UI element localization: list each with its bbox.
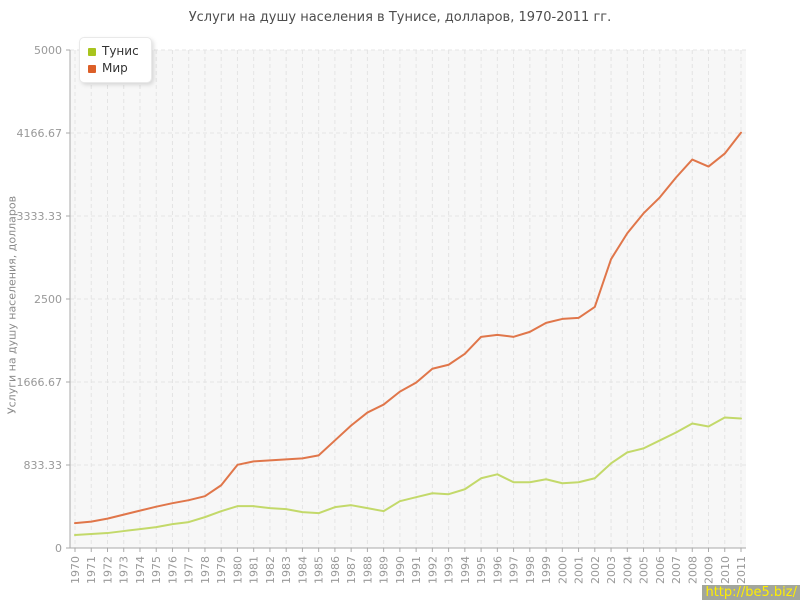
svg-text:1990: 1990	[394, 556, 407, 584]
svg-text:1998: 1998	[524, 556, 537, 584]
svg-text:1994: 1994	[459, 556, 472, 584]
y-axis-tick-labels: 0 833.33 1666.67 2500 3333.33 4166.67 5000	[17, 44, 63, 555]
svg-text:1991: 1991	[410, 556, 423, 584]
svg-text:2000: 2000	[556, 556, 569, 584]
svg-text:1987: 1987	[345, 556, 358, 584]
page-title: Услуги на душу населения в Тунисе, долла…	[188, 10, 612, 25]
svg-text:2003: 2003	[605, 556, 618, 584]
svg-text:1993: 1993	[443, 556, 456, 584]
svg-text:0: 0	[55, 542, 62, 555]
svg-text:2002: 2002	[589, 556, 602, 584]
svg-text:833.33: 833.33	[24, 459, 63, 472]
svg-text:1989: 1989	[378, 556, 391, 584]
svg-text:2010: 2010	[719, 556, 732, 584]
legend-label-tunisia: Тунис	[102, 44, 139, 58]
svg-text:2011: 2011	[735, 556, 748, 584]
svg-text:1999: 1999	[540, 556, 553, 584]
axes	[66, 49, 746, 552]
svg-text:2001: 2001	[573, 556, 586, 584]
svg-text:1984: 1984	[296, 556, 309, 584]
svg-text:1979: 1979	[215, 556, 228, 584]
svg-text:1976: 1976	[166, 556, 179, 584]
svg-text:1986: 1986	[329, 556, 342, 584]
x-axis-tick-labels: 1970 1971 1972 1973 1974 1975 1976 1977 1978 1979…	[69, 556, 748, 584]
svg-text:1971: 1971	[85, 556, 98, 584]
svg-text:2500: 2500	[34, 293, 62, 306]
svg-text:1970: 1970	[69, 556, 82, 584]
world-series-swatch-icon	[88, 64, 96, 73]
svg-text:1666.67: 1666.67	[17, 376, 63, 389]
svg-text:1980: 1980	[231, 556, 244, 584]
svg-text:1983: 1983	[280, 556, 293, 584]
gridlines	[70, 49, 746, 548]
legend-item-world[interactable]: Мир	[88, 60, 139, 77]
svg-text:1972: 1972	[101, 556, 114, 584]
svg-text:1982: 1982	[264, 556, 277, 584]
svg-text:2006: 2006	[654, 556, 667, 584]
svg-text:1996: 1996	[491, 556, 504, 584]
svg-text:2007: 2007	[670, 556, 683, 584]
svg-text:2008: 2008	[686, 556, 699, 584]
svg-text:1985: 1985	[313, 556, 326, 584]
svg-text:1974: 1974	[134, 556, 147, 584]
svg-text:1975: 1975	[150, 556, 163, 584]
series-line-world[interactable]	[74, 131, 742, 525]
svg-text:1981: 1981	[248, 556, 261, 584]
svg-text:5000: 5000	[34, 44, 62, 57]
svg-text:1997: 1997	[508, 556, 521, 584]
svg-text:2005: 2005	[638, 556, 651, 584]
legend-label-world: Мир	[102, 61, 128, 75]
series-line-tunisia[interactable]	[74, 416, 742, 537]
svg-text:1977: 1977	[183, 556, 196, 584]
legend-item-tunisia[interactable]: Тунис	[88, 43, 139, 60]
svg-text:2004: 2004	[621, 556, 634, 584]
svg-text:1978: 1978	[199, 556, 212, 584]
svg-text:1995: 1995	[475, 556, 488, 584]
svg-text:1992: 1992	[426, 556, 439, 584]
legend: Тунис Мир	[79, 37, 152, 83]
svg-text:2009: 2009	[703, 556, 716, 584]
svg-text:3333.33: 3333.33	[17, 210, 63, 223]
svg-text:1973: 1973	[118, 556, 131, 584]
watermark-link[interactable]: http://be5.biz/	[702, 585, 800, 600]
svg-text:4166.67: 4166.67	[17, 127, 63, 140]
tunisia-series-swatch-icon	[88, 47, 96, 56]
svg-text:1988: 1988	[361, 556, 374, 584]
